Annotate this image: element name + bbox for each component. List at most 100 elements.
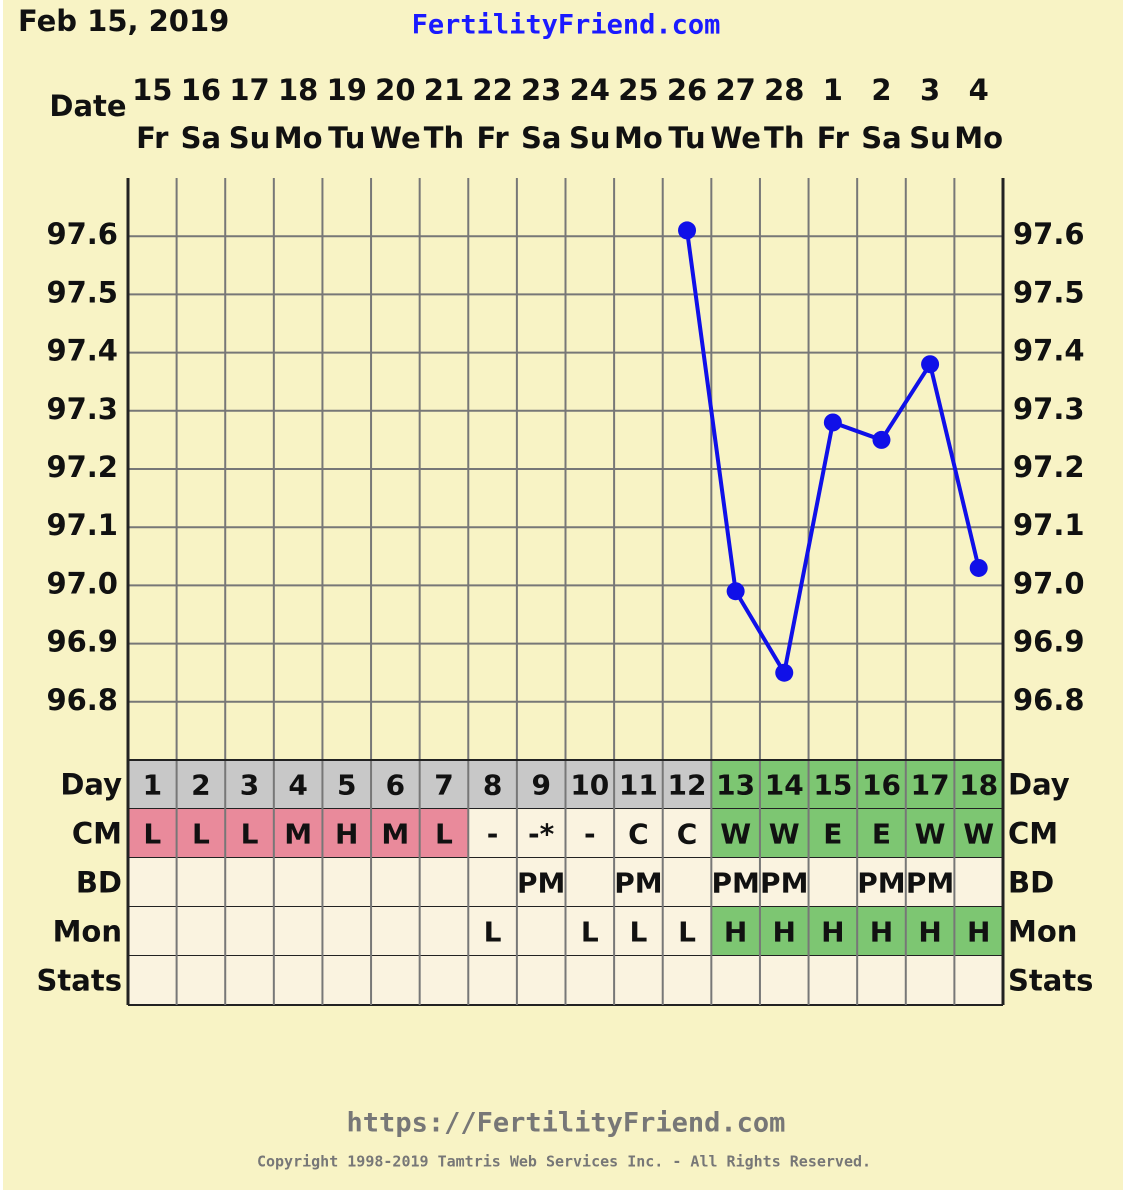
table-cell bbox=[225, 858, 274, 907]
row-label-right: CM bbox=[1008, 817, 1058, 851]
y-tick-label-right: 97.3 bbox=[1013, 392, 1085, 426]
weekday-label: Mo bbox=[274, 121, 323, 155]
temp-point bbox=[969, 558, 988, 577]
date-label: 3 bbox=[920, 73, 940, 107]
cell-text: 10 bbox=[570, 769, 609, 802]
cell-text: C bbox=[628, 818, 649, 851]
table-cell bbox=[954, 858, 1003, 907]
cell-text: L bbox=[678, 916, 696, 949]
table-cell bbox=[759, 760, 809, 809]
y-tick-label: 97.6 bbox=[46, 217, 118, 251]
weekday-label: Su bbox=[569, 121, 611, 155]
table-cell bbox=[857, 907, 906, 956]
cell-text: - bbox=[584, 818, 596, 851]
table-cell bbox=[419, 956, 469, 1005]
y-tick-label: 97.0 bbox=[46, 566, 118, 600]
table-cell bbox=[808, 858, 858, 907]
table-cell bbox=[225, 760, 274, 809]
cell-text: W bbox=[769, 818, 800, 851]
weekday-label: Tu bbox=[328, 121, 365, 155]
date-label: 28 bbox=[764, 73, 804, 107]
table-cell bbox=[128, 760, 177, 809]
cell-text: L bbox=[241, 818, 259, 851]
table-cell bbox=[905, 907, 955, 956]
row-label-right: Day bbox=[1008, 768, 1070, 802]
table-cell bbox=[128, 809, 177, 858]
cell-text: -* bbox=[528, 818, 555, 851]
row-label-right: Mon bbox=[1008, 915, 1077, 949]
temp-point bbox=[921, 355, 940, 374]
table-cell bbox=[322, 907, 372, 956]
copyright: Copyright 1998-2019 Tamtris Web Services… bbox=[257, 1153, 871, 1171]
y-tick-label-right: 96.9 bbox=[1013, 625, 1085, 659]
cell-text: L bbox=[143, 818, 161, 851]
table-cell bbox=[614, 858, 663, 907]
cell-text: H bbox=[773, 916, 796, 949]
date-label: 25 bbox=[618, 73, 658, 107]
cell-text: 16 bbox=[862, 769, 901, 802]
table-cell bbox=[711, 956, 760, 1005]
chart-title: Feb 15, 2019 bbox=[18, 4, 229, 38]
weekday-label: Fr bbox=[136, 121, 169, 155]
table-cell bbox=[614, 956, 663, 1005]
table-cell bbox=[662, 809, 712, 858]
table-cell bbox=[322, 760, 372, 809]
table-cell bbox=[371, 956, 420, 1005]
y-tick-label-right: 97.1 bbox=[1013, 508, 1085, 542]
table-cell bbox=[808, 907, 858, 956]
table-cell bbox=[516, 858, 566, 907]
table-cell bbox=[954, 956, 1003, 1005]
cell-text: 6 bbox=[386, 769, 405, 802]
date-label: 27 bbox=[715, 73, 755, 107]
date-label: 26 bbox=[667, 73, 707, 107]
row-label: Mon bbox=[53, 915, 122, 949]
date-label: 17 bbox=[229, 73, 269, 107]
cell-text: 11 bbox=[619, 769, 658, 802]
weekday-label: Su bbox=[229, 121, 271, 155]
y-tick-label: 97.5 bbox=[46, 275, 118, 309]
cell-text: H bbox=[918, 916, 941, 949]
table-cell bbox=[516, 907, 566, 956]
table-cell bbox=[808, 760, 858, 809]
table-cell bbox=[954, 760, 1003, 809]
table-cell bbox=[176, 907, 226, 956]
temp-point bbox=[872, 430, 891, 449]
date-label: 2 bbox=[871, 73, 891, 107]
table-cell bbox=[273, 907, 323, 956]
row-label: BD bbox=[76, 866, 122, 900]
table-cell bbox=[662, 858, 712, 907]
cell-text: H bbox=[967, 916, 990, 949]
table-cell bbox=[322, 858, 372, 907]
table-cell bbox=[662, 956, 712, 1005]
cell-text: L bbox=[484, 916, 502, 949]
date-label: 20 bbox=[375, 73, 415, 107]
cell-text: 12 bbox=[668, 769, 707, 802]
date-label: 19 bbox=[327, 73, 367, 107]
weekday-label: Sa bbox=[181, 121, 221, 155]
table-cell bbox=[468, 760, 517, 809]
cell-text: PM bbox=[614, 867, 662, 900]
table-cell bbox=[322, 809, 372, 858]
cell-text: L bbox=[435, 818, 453, 851]
date-label: 22 bbox=[472, 73, 512, 107]
cell-text: 1 bbox=[143, 769, 162, 802]
date-label: 1 bbox=[823, 73, 843, 107]
date-label: Date bbox=[49, 89, 126, 123]
cell-text: 18 bbox=[959, 769, 998, 802]
row-label: Day bbox=[60, 768, 122, 802]
table-cell bbox=[808, 809, 858, 858]
weekday-label: Mo bbox=[954, 121, 1003, 155]
cell-text: PM bbox=[857, 867, 905, 900]
date-label: 4 bbox=[969, 73, 989, 107]
table-cell bbox=[468, 809, 517, 858]
temp-point bbox=[823, 413, 842, 432]
table-cell bbox=[614, 907, 663, 956]
table-cell bbox=[954, 907, 1003, 956]
table-cell bbox=[662, 760, 712, 809]
site-name: FertilityFriend.com bbox=[412, 10, 721, 41]
footer-url: https://FertilityFriend.com bbox=[347, 1108, 786, 1139]
cell-text: W bbox=[720, 818, 751, 851]
cell-text: M bbox=[284, 818, 312, 851]
table-cell bbox=[565, 760, 615, 809]
table-cell bbox=[808, 956, 858, 1005]
